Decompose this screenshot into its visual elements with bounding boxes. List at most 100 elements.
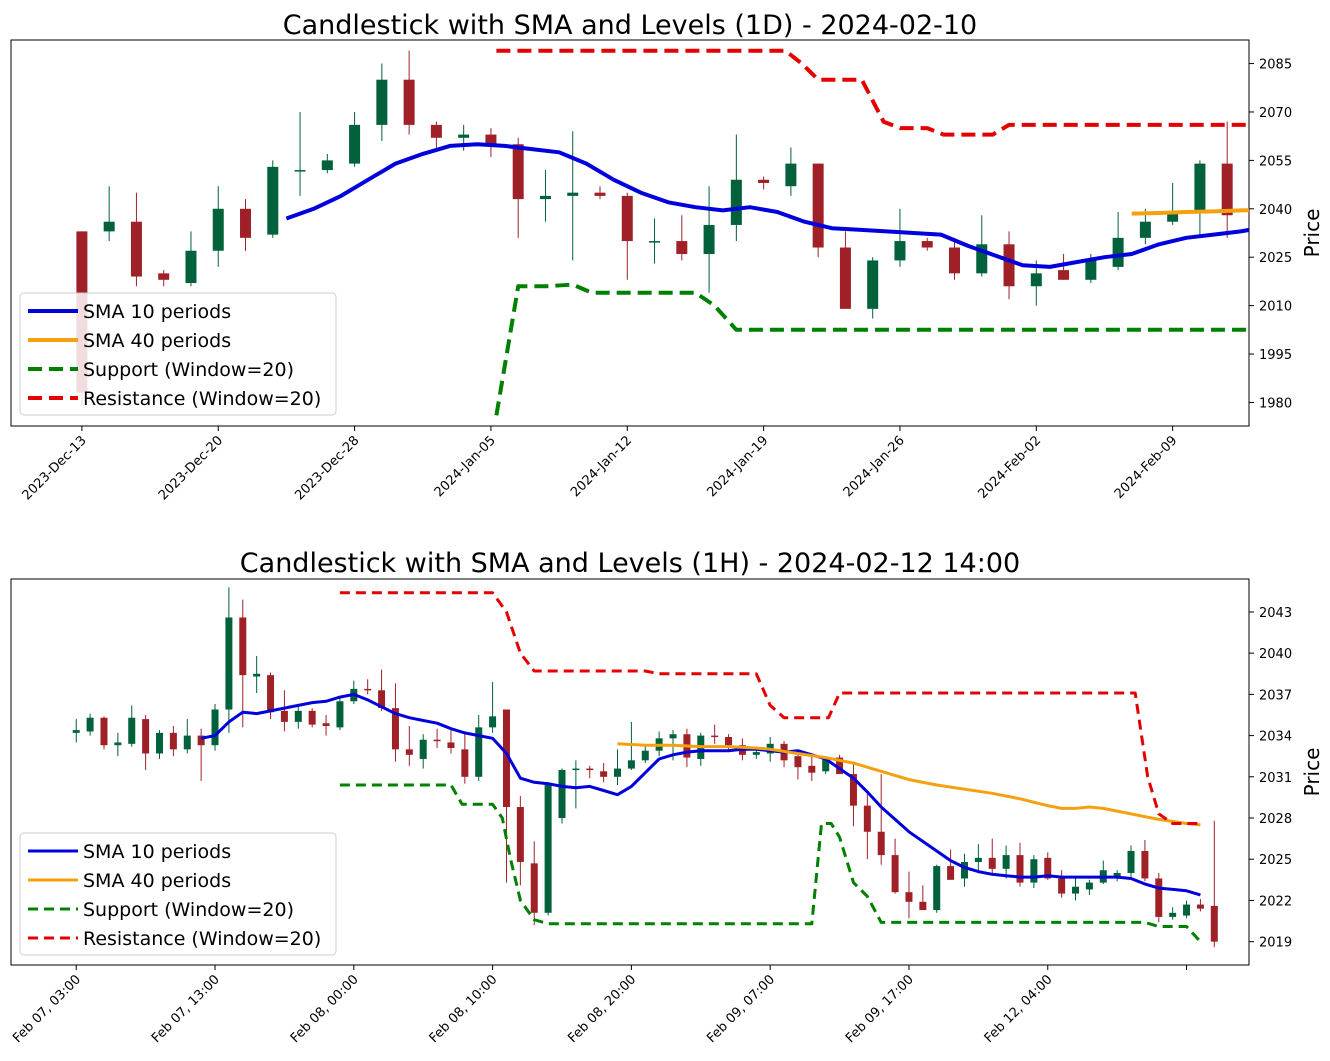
y-tick-label: 2070 (1259, 106, 1292, 121)
y-tick-label: 2031 (1259, 771, 1292, 786)
candle-body (725, 736, 733, 746)
candle-body (378, 690, 386, 709)
candle-body (1210, 905, 1218, 942)
candle-body (558, 769, 566, 819)
series-line-resistance (339, 591, 1201, 825)
candle-body (544, 785, 552, 913)
candle-body (976, 244, 988, 274)
candle-body (86, 717, 94, 732)
candle-body (1167, 212, 1179, 222)
y-tick-label: 2019 (1259, 936, 1292, 951)
legend-label: SMA 10 periods (83, 841, 231, 863)
y-tick-label: 2028 (1259, 812, 1292, 827)
y-tick-label: 2022 (1259, 894, 1292, 909)
candle-body (894, 241, 906, 261)
candle-body (461, 749, 469, 777)
plot-area (72, 587, 1218, 948)
candle-body (502, 709, 510, 808)
legend-box (19, 292, 337, 416)
candle-body (475, 727, 483, 777)
plot-area (76, 48, 1249, 416)
candle-body (1016, 855, 1024, 883)
y-tick-label: 2034 (1259, 730, 1292, 745)
candle-body (458, 134, 470, 138)
candle-body (447, 742, 455, 748)
candle-body (867, 260, 879, 309)
candle-body (156, 732, 164, 754)
candle-body (128, 717, 136, 744)
legend-label: Support (Window=20) (83, 359, 294, 381)
x-tick-label: Feb 07, 03:00 (10, 972, 84, 1046)
candle-body (669, 734, 677, 739)
candle-body (294, 170, 306, 172)
y-tick-label: 2055 (1259, 154, 1292, 169)
candle-body (183, 735, 191, 750)
candle-body (988, 857, 996, 869)
legend: SMA 10 periods SMA 40 periods Support (Win… (19, 292, 337, 416)
candle-body (322, 723, 330, 726)
legend-label: SMA 40 periods (83, 330, 231, 352)
x-tick-label: 2024-Jan-05 (432, 433, 499, 500)
legend-label: Resistance (Window=20) (83, 928, 321, 950)
candle-body (863, 805, 871, 832)
x-tick-label: 2024-Feb-09 (1112, 433, 1181, 502)
candle-body (197, 735, 205, 746)
candle-body (758, 179, 770, 183)
candle-body (808, 765, 816, 773)
candle-body (1169, 912, 1177, 917)
candle-body (1072, 886, 1080, 894)
candle-body (1044, 857, 1052, 879)
candle-body (130, 221, 142, 277)
y-tick-label: 2025 (1259, 251, 1292, 266)
candle-body (364, 688, 372, 691)
x-tick-label: 2024-Jan-19 (704, 433, 771, 500)
plot-frame (10, 39, 1250, 427)
candle-body (530, 863, 538, 913)
daily-candlestick-panel: 1980 1995 2010 2025 2040 2055 2070 2085 2023-Dec… (10, 39, 1292, 503)
legend-label: SMA 40 periods (83, 870, 231, 892)
x-tick-label: Feb 09, 07:00 (704, 972, 778, 1046)
candle-body (114, 742, 122, 746)
candle-body (600, 771, 608, 777)
candle-body (142, 719, 150, 754)
series-line-sma10 (285, 142, 1249, 269)
x-tick-label: Feb 12, 04:00 (982, 972, 1056, 1046)
candle-body (960, 861, 968, 879)
candle-body (240, 208, 252, 238)
candle-body (1058, 270, 1070, 280)
plot-frame (10, 578, 1250, 966)
candle-body (225, 617, 233, 710)
candle-body (516, 807, 524, 862)
candle-body (586, 768, 594, 771)
candle-body (336, 701, 344, 728)
candle-body (627, 760, 635, 769)
candle-body (1248, 166, 1249, 216)
series-line-support (494, 282, 1249, 416)
candle-body (1030, 273, 1042, 287)
candle-body (919, 901, 927, 911)
candle-body (1196, 904, 1204, 909)
candle-body (1141, 850, 1149, 879)
candle-body (594, 192, 606, 196)
candle-body (703, 224, 715, 254)
candle-body (403, 79, 415, 125)
candle-body (211, 709, 219, 746)
candle-body (1058, 878, 1066, 894)
x-tick-label: Feb 08, 00:00 (288, 972, 362, 1046)
x-tick-label: Feb 08, 10:00 (427, 972, 501, 1046)
candle-body (539, 195, 551, 200)
candle-body (1113, 872, 1121, 878)
candle-body (1085, 260, 1097, 280)
x-tick-label: Feb 07, 13:00 (149, 972, 223, 1046)
candle-body (169, 732, 177, 750)
chart-title-hourly: Candlestick with SMA and Levels (1H) - 2… (240, 548, 1020, 579)
candle-body (239, 617, 247, 676)
candle-body (614, 768, 622, 777)
x-tick-label: 2023-Dec-28 (292, 433, 362, 503)
series-line-sma10 (200, 692, 1201, 897)
y-tick-label: 2037 (1259, 688, 1292, 703)
x-tick-label: Feb 09, 17:00 (843, 972, 917, 1046)
chart-title-daily: Candlestick with SMA and Levels (1D) - 2… (283, 10, 978, 41)
candle-body (391, 708, 399, 750)
